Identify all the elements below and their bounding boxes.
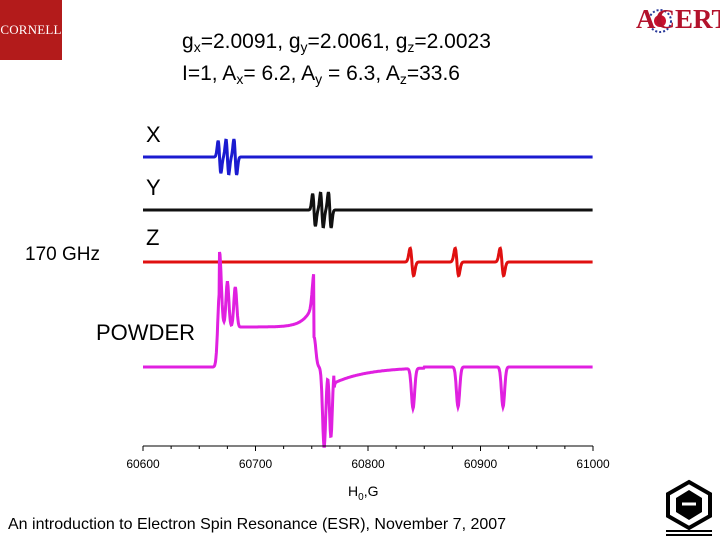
- gz-value: 2.0023: [426, 30, 491, 53]
- acert-logo: ACERT: [630, 4, 720, 38]
- series-label-y: Y: [146, 175, 161, 200]
- x-axis-label-main: H: [348, 483, 358, 499]
- cornell-logo: CORNELL: [0, 0, 62, 60]
- x-tick-label: 60800: [351, 457, 385, 471]
- nsf-logo-graphic: [666, 479, 712, 536]
- x-tick-label: 60900: [464, 457, 498, 471]
- spin-value: 1: [200, 62, 212, 85]
- x-axis-label: H0,G: [348, 483, 378, 503]
- ax-value: 6.2: [261, 62, 291, 85]
- g-tensor-params: gx=2.0091, gy=2.0061, gz=2.0023: [182, 30, 491, 55]
- series-label-powder: POWDER: [96, 320, 195, 345]
- az-value: 33.6: [419, 62, 460, 85]
- x-axis-label-sub: 0: [358, 492, 364, 503]
- x-axis-label-unit: ,G: [364, 483, 379, 499]
- hyperfine-params: I=1, Ax= 6.2, Ay = 6.3, Az=33.6: [182, 62, 460, 87]
- series-line-powder: [143, 251, 593, 448]
- traces: [143, 138, 593, 448]
- series-label-x: X: [146, 122, 161, 147]
- nsf-logo: [660, 478, 718, 538]
- gy-value: 2.0061: [319, 30, 385, 53]
- acert-logo-text: ACERT: [636, 4, 720, 34]
- cornell-logo-text: CORNELL: [0, 22, 62, 37]
- ay-value: 6.3: [346, 62, 376, 85]
- series-line-z: [143, 246, 593, 278]
- acert-logo-graphic: [648, 9, 672, 33]
- footer-text: An introduction to Electron Spin Resonan…: [8, 516, 507, 533]
- x-axis: 60600 60700 60800 60900 61000: [126, 445, 610, 471]
- frequency-label: 170 GHz: [25, 244, 100, 265]
- x-tick-label: 61000: [576, 457, 610, 471]
- series-line-x: [143, 138, 593, 176]
- series-line-y: [143, 191, 593, 229]
- x-tick-label: 60700: [239, 457, 273, 471]
- series-labels: X YZ POWDER: [96, 122, 195, 345]
- x-tick-label: 60600: [126, 457, 160, 471]
- series-label-z: Z: [146, 225, 159, 250]
- gx-value: 2.0091: [212, 30, 278, 53]
